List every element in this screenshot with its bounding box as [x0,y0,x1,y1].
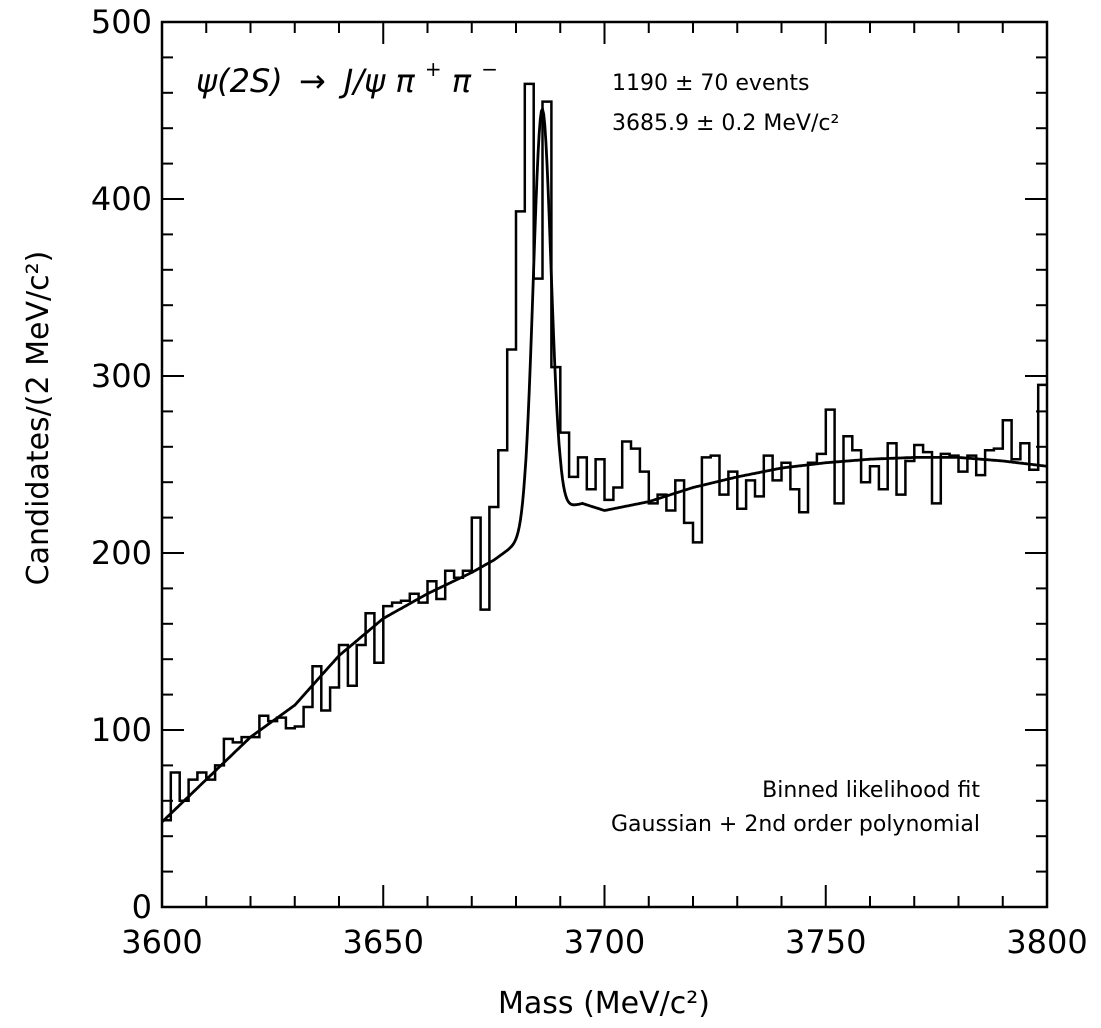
fit-model-annotation: Gaussian + 2nd order polynomial [611,812,980,837]
x-tick-label: 3700 [564,923,645,961]
y-tick-label: 500 [91,3,152,41]
process-sup-minus: − [481,57,498,81]
x-tick-label: 3800 [1006,923,1087,961]
process-label: ψ(2S) → J/ψ π + π − [196,46,498,100]
events-annotation: 1190 ± 70 events [612,71,810,96]
y-tick-label: 300 [91,357,152,395]
process-lhs: ψ(2S) [196,62,283,100]
x-tick-label: 3650 [343,923,424,961]
axis-ticks [161,21,1048,908]
histogram-series [162,82,1047,822]
y-tick-label: 200 [91,534,152,572]
process-rhs: J/ψ π [338,62,416,100]
y-axis-label: Candidates/(2 MeV/c²) [21,251,56,586]
process-arrow: → [299,62,326,100]
plot-frame [160,20,1049,909]
x-tick-label: 3600 [121,923,202,961]
y-tick-label: 100 [91,711,152,749]
fit-method-annotation: Binned likelihood fit [762,778,980,803]
process-sup-plus: + [425,57,442,81]
y-tick-label: 0 [132,888,152,926]
process-rhs2: π [452,62,472,100]
fit-curve [161,105,1048,824]
x-tick-label: 3750 [785,923,866,961]
x-axis-label: Mass (MeV/c²) [498,986,710,1021]
tick-labels: 0 100 200 300 400 500 3600 3650 3700 3750 3800 [91,3,1088,961]
y-tick-label: 400 [91,180,152,218]
mass-annotation: 3685.9 ± 0.2 MeV/c² [612,111,839,136]
